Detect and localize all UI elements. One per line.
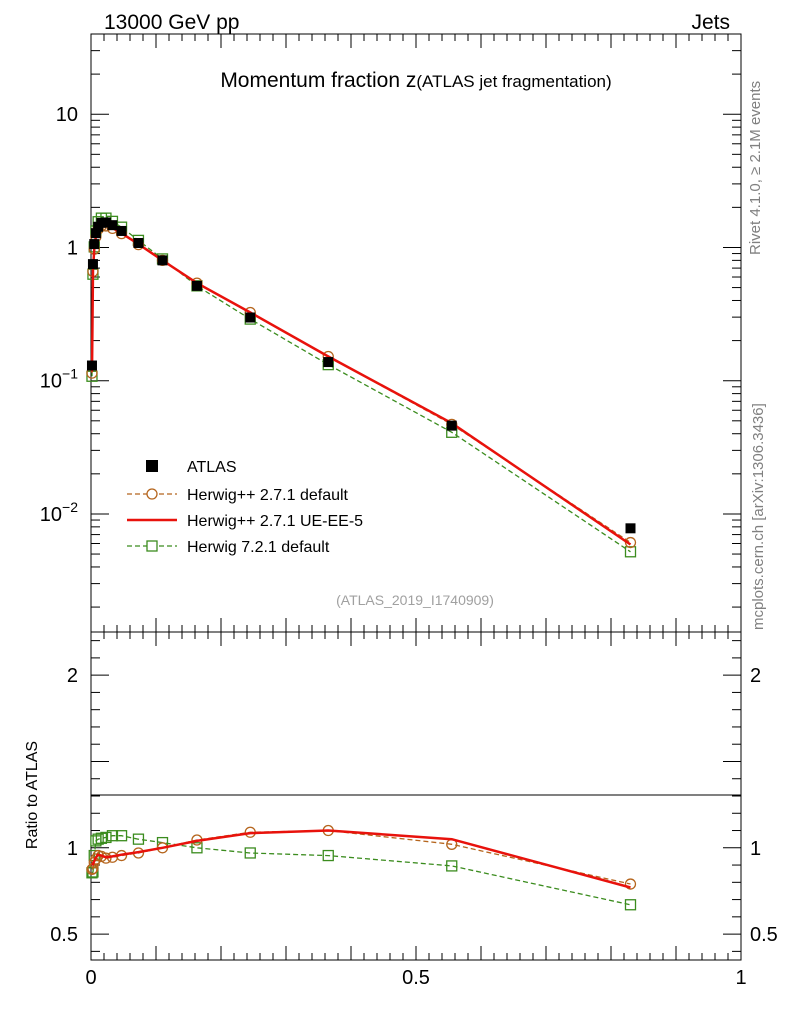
marker-herwig-7-2-1-default — [100, 831, 112, 844]
marker-herwig-7-2-1-default — [92, 833, 104, 845]
ratio-y-label: Ratio to ATLAS — [24, 741, 41, 849]
legend-marker-square — [146, 540, 158, 552]
atlas-data-point — [89, 239, 100, 250]
series-line-herwig-7-2-1-default — [91, 835, 631, 906]
atlas-data-point — [625, 523, 636, 534]
legend-marker-atlas — [146, 460, 158, 472]
marker-herwig-7-2-1-default — [86, 867, 98, 879]
legend-label: Herwig 7.2.1 default — [187, 539, 330, 556]
series-line-herwig-2-7-1-default — [91, 829, 631, 885]
rivet-version: Rivet 4.1.0, ≥ 2.1M events — [747, 81, 764, 255]
marker-herwig-7-2-1-default — [115, 830, 128, 842]
series-line-herwig-2-7-1-default — [91, 225, 631, 544]
y-tick-label: 10 — [56, 104, 78, 126]
main-series — [86, 212, 637, 558]
atlas-data-point — [87, 259, 98, 270]
x-tick-label: 1 — [735, 967, 746, 989]
y-tick-label: 10−1 — [40, 366, 78, 393]
x-tick-label: 0.5 — [402, 967, 430, 989]
series-line-herwig-2-7-1-ue-ee-5 — [91, 829, 631, 889]
atlas-data-point — [133, 238, 144, 249]
ratio-y-tick-label: 1 — [750, 838, 761, 860]
plot-title: Momentum fraction z(ATLAS jet fragmentat… — [220, 69, 611, 92]
ratio-y-tick-label: 0.5 — [50, 924, 78, 946]
ratio-x-ticks: 0 0.5 1 — [85, 632, 747, 989]
atlas-data-point — [90, 228, 101, 239]
marker-herwig-7-2-1-default — [191, 842, 203, 854]
ratio-y-tick-label: 0.5 — [750, 924, 778, 946]
legend: ATLAS Herwig++ 2.7.1 default Herwig++ 2.7.… — [127, 459, 363, 556]
x-tick-label: 0 — [85, 967, 96, 989]
atlas-data-point — [116, 225, 127, 236]
header-left: 13000 GeV pp — [104, 11, 239, 34]
marker-herwig-7-2-1-default — [106, 830, 119, 842]
marker-herwig-2-7-1-default — [100, 852, 112, 864]
plot-title-main: Momentum fraction z — [220, 69, 416, 92]
atlas-data-point — [446, 420, 457, 431]
mcplots-credit: mcplots.cern.ch [arXiv:1306.3436] — [750, 403, 767, 630]
main-x-ticks — [90, 34, 742, 632]
atlas-data-point — [100, 217, 111, 228]
ratio-panel: Ratio to ATLAS 0.5 0.51 12 2 0 0.5 1 — [24, 631, 778, 989]
analysis-tag: (ATLAS_2019_I1740909) — [336, 592, 494, 608]
atlas-data-point — [245, 312, 256, 323]
ratio-y-ticks: 0.5 0.5 1 1 2 2 — [50, 640, 778, 952]
ratio-series — [86, 824, 637, 911]
main-y-ticks: 10−2 10−1 1 10 — [40, 33, 741, 608]
legend-label: Herwig++ 2.7.1 default — [187, 487, 349, 504]
y-tick-label: 10−2 — [40, 499, 78, 526]
main-panel: Momentum fraction z(ATLAS jet fragmentat… — [40, 33, 742, 633]
marker-herwig-2-7-1-default — [624, 878, 637, 890]
ratio-y-tick-label: 1 — [67, 838, 78, 860]
ratio-y-tick-label: 2 — [67, 665, 78, 687]
legend-label: ATLAS — [187, 459, 237, 476]
marker-herwig-7-2-1-default — [446, 860, 458, 872]
legend-marker-circle — [146, 488, 158, 500]
atlas-data-point — [86, 360, 97, 371]
atlas-data-point — [157, 255, 168, 266]
header-right: Jets — [691, 11, 730, 34]
marker-herwig-7-2-1-default — [132, 833, 145, 845]
atlas-data-point — [107, 220, 118, 231]
atlas-data-points — [86, 217, 636, 534]
marker-herwig-7-2-1-default — [624, 899, 637, 911]
atlas-data-point — [191, 280, 202, 291]
atlas-data-point — [323, 357, 334, 368]
marker-herwig-7-2-1-default — [244, 847, 256, 859]
ratio-y-tick-label: 2 — [750, 665, 761, 687]
y-tick-label: 1 — [67, 237, 78, 259]
plot-title-sub: (ATLAS jet fragmentation) — [416, 72, 611, 91]
marker-herwig-7-2-1-default — [322, 849, 334, 862]
marker-herwig-7-2-1-default — [624, 546, 637, 558]
legend-label: Herwig++ 2.7.1 UE-EE-5 — [187, 513, 363, 530]
series-line-herwig-2-7-1-ue-ee-5 — [90, 224, 632, 546]
ratio-frame — [90, 631, 742, 961]
